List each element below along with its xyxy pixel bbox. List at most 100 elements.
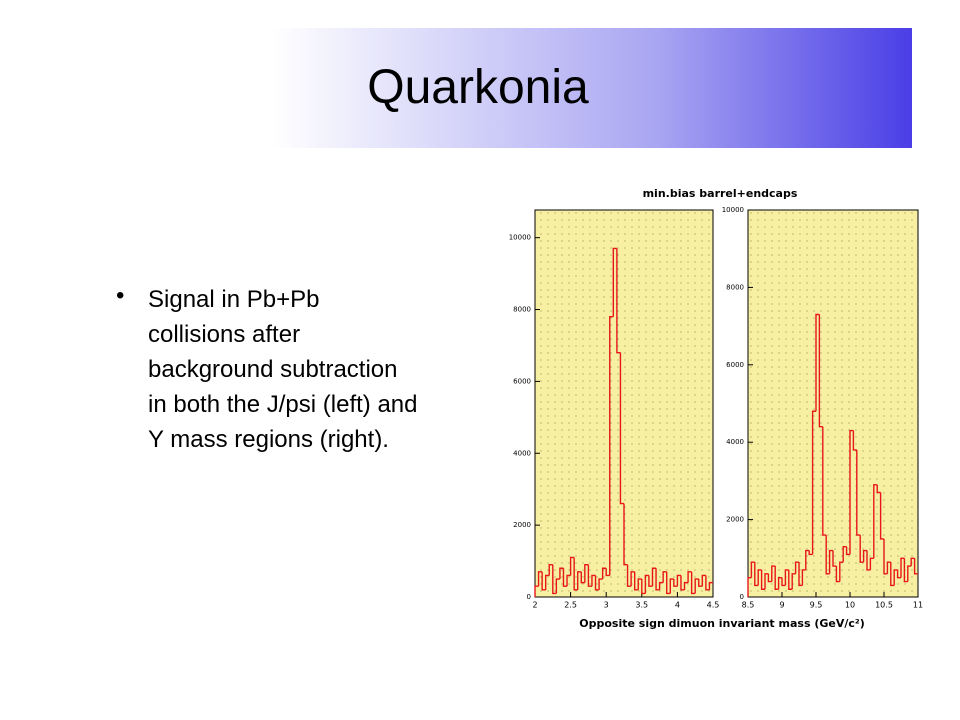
histogram-bin: [633, 571, 639, 591]
histogram-bin: [805, 549, 810, 570]
y-tick-label: 2000: [513, 521, 531, 529]
histogram-bin: [552, 564, 557, 595]
histogram-bin: [873, 484, 878, 559]
bullet-marker: •: [116, 282, 125, 309]
histogram-bin: [764, 573, 769, 590]
histogram-bin: [591, 574, 596, 587]
histogram-bin: [825, 535, 830, 575]
y-tick-label: 6000: [513, 377, 531, 385]
histogram-bin: [886, 561, 891, 574]
histogram-bin: [555, 578, 560, 594]
x-axis-label: Opposite sign dimuon invariant mass (GeV…: [579, 617, 864, 630]
histogram-bin: [750, 561, 755, 578]
histogram-bin: [641, 579, 646, 595]
histogram-bin: [856, 449, 861, 536]
histogram-bin: [757, 569, 762, 586]
histogram-bin: [609, 316, 614, 576]
x-tick-label: 10: [845, 601, 855, 610]
histogram-bin: [883, 538, 888, 575]
x-tick-label: 11: [913, 601, 923, 610]
histogram-bin: [655, 568, 660, 591]
histogram-bin: [784, 569, 789, 586]
histogram-bin: [822, 426, 827, 536]
histogram-bin: [903, 558, 908, 583]
y-tick-label: 8000: [513, 306, 531, 314]
histogram-bin: [900, 557, 905, 578]
histogram-bin: [584, 563, 589, 583]
histogram-bin: [612, 247, 617, 317]
histogram-bin: [828, 549, 833, 574]
histogram-bin: [845, 546, 850, 556]
x-tick-label: 8.5: [742, 601, 755, 610]
histogram-bin: [626, 564, 632, 587]
histogram-bin: [771, 565, 776, 582]
histogram-bin: [537, 571, 543, 587]
histogram-bin: [698, 579, 703, 587]
histogram-bin: [893, 569, 898, 586]
slide-title: Quarkonia: [367, 61, 589, 114]
histogram-bin: [669, 578, 674, 594]
histogram-bin: [788, 569, 793, 590]
histogram-bin: [832, 550, 837, 567]
histogram-bin: [869, 557, 874, 570]
histogram-bin: [839, 561, 844, 582]
histogram-bin: [637, 578, 642, 590]
histogram-bin: [794, 561, 799, 574]
histogram-bin: [580, 571, 585, 584]
histogram-bin: [680, 575, 685, 591]
histogram-bin: [662, 571, 667, 583]
bullet-text: Signal in Pb+Pb collisions after backgro…: [148, 286, 418, 453]
histogram-bin: [601, 567, 607, 580]
histogram-bin: [566, 574, 571, 587]
histogram-bin: [562, 568, 568, 587]
y-tick-label: 4000: [513, 449, 531, 457]
histogram-bin: [818, 314, 823, 428]
histogram-bin: [651, 567, 657, 587]
plot-area: [747, 209, 919, 598]
x-tick-label: 2.5: [564, 601, 577, 610]
histogram-bin: [815, 313, 820, 412]
x-tick-label: 10.5: [875, 601, 893, 610]
y-tick-label: 4000: [726, 438, 744, 446]
histogram-bin: [701, 574, 706, 587]
histogram-bin: [811, 410, 816, 555]
histogram-bin: [754, 562, 759, 587]
histogram-bin: [573, 557, 578, 591]
figure-title: min.bias barrel+endcaps: [643, 187, 798, 200]
y-tick-label: 10000: [509, 234, 531, 242]
y-tick-label: 0: [740, 593, 744, 601]
x-tick-label: 3.5: [635, 601, 648, 610]
histogram-bin: [774, 566, 779, 590]
histogram-bin: [658, 581, 664, 590]
x-tick-label: 9.5: [810, 601, 823, 610]
histogram-bin: [673, 579, 678, 587]
histogram-bin: [747, 576, 752, 597]
histogram-bin: [690, 571, 696, 595]
y-tick-label: 8000: [726, 283, 744, 291]
x-tick-label: 3: [604, 601, 609, 610]
x-tick-label: 4: [675, 601, 680, 610]
histogram-bin: [630, 571, 635, 587]
histogram-bin: [876, 484, 881, 494]
histogram-bin: [598, 578, 603, 590]
histogram-bin: [879, 492, 884, 540]
histogram-bin: [605, 568, 610, 577]
histogram-bin: [559, 567, 564, 580]
histogram-bin: [801, 569, 806, 586]
histogram-bin: [862, 549, 867, 563]
y-tick-label: 0: [527, 593, 531, 601]
histogram-bin: [687, 571, 692, 583]
histogram-bin: [569, 556, 575, 576]
title-bar: [60, 28, 912, 148]
histogram-bin: [913, 558, 918, 575]
histogram-bin: [896, 569, 901, 579]
histogram-bin: [791, 573, 796, 590]
histogram-bin: [705, 575, 710, 591]
histogram-bin: [676, 574, 681, 587]
histogram-bin: [587, 564, 592, 587]
histogram-bin: [760, 569, 765, 590]
histogram-bin: [767, 573, 772, 583]
histogram-bin: [708, 581, 713, 590]
histogram-bin: [623, 503, 628, 566]
